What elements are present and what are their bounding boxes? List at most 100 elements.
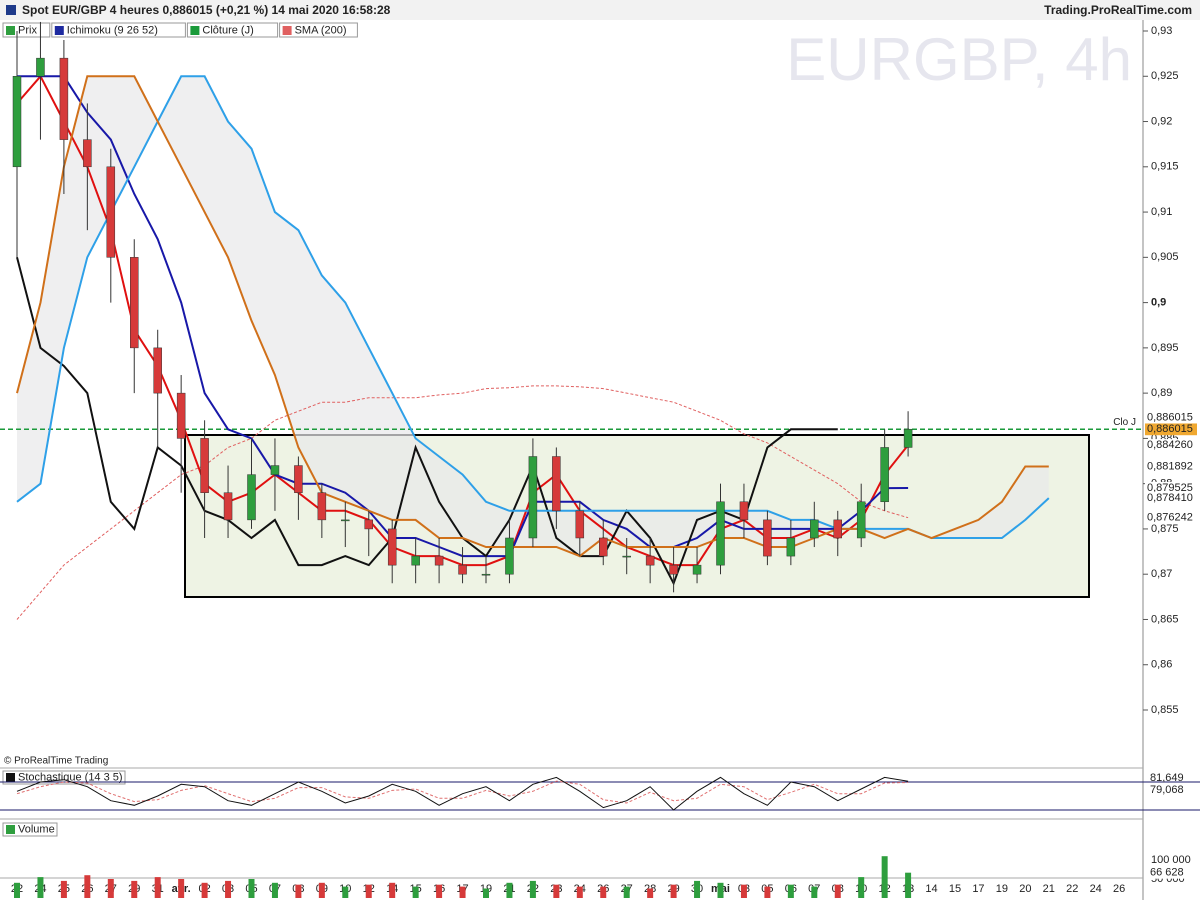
line	[16, 257, 838, 586]
x-tick-label: 15	[949, 883, 961, 895]
volume-bar	[811, 886, 818, 898]
legend-swatch	[190, 26, 200, 35]
volume-bar	[529, 880, 536, 898]
price-tag	[1145, 423, 1197, 436]
volume-bar	[764, 886, 771, 898]
candle-body	[387, 528, 397, 566]
price-tag-label: 0,878410	[1147, 492, 1193, 504]
y-tick-label: 0,9	[1151, 297, 1166, 309]
volume-bar	[436, 884, 443, 898]
stoch-tag: 79,068	[1150, 784, 1184, 796]
cloud	[17, 76, 1049, 557]
candle-body	[786, 537, 796, 557]
candle-body	[716, 501, 725, 566]
copyright: © ProRealTime Trading	[4, 756, 108, 767]
candle-body	[176, 392, 186, 439]
y-tick-label: 0,925	[1151, 70, 1179, 82]
x-tick-label: 21	[1043, 883, 1055, 895]
y-tick-label: 0,86	[1151, 659, 1172, 671]
price-tag-label: 0,881892	[1147, 460, 1193, 472]
panel-label: Volume	[18, 823, 55, 835]
y-tick-label: 0,875	[1151, 523, 1179, 535]
y-tick-label: 0,915	[1151, 161, 1179, 173]
price-tag	[1145, 439, 1197, 452]
volume-bar	[131, 880, 138, 898]
y-tick-label: 0,855	[1151, 704, 1179, 716]
legend-box	[51, 22, 186, 38]
legend-box	[186, 22, 279, 38]
volume-bar	[154, 877, 161, 898]
y-tick-label: 0,87	[1151, 568, 1172, 580]
price-tag	[1145, 481, 1197, 494]
candle-body	[294, 465, 303, 493]
legend-label: Clôture (J)	[202, 24, 253, 36]
candle-body	[880, 447, 889, 503]
y-tick-label: 0,92	[1151, 115, 1172, 127]
chart-title: Spot EUR/GBP 4 heures 0,886015 (+0,21 %)…	[22, 3, 391, 17]
volume-tag-label: 66 628	[1150, 867, 1184, 879]
candle-body	[411, 555, 420, 566]
candle-body	[200, 438, 209, 493]
candle-body	[505, 537, 514, 575]
volume-bar	[37, 877, 44, 898]
candle-body	[481, 573, 491, 576]
candle-body	[341, 519, 350, 522]
candle-body	[130, 257, 139, 349]
legend-swatch	[282, 26, 292, 35]
x-tick-label: 20	[1019, 883, 1031, 895]
volume-bar	[295, 884, 302, 898]
candle-body	[528, 456, 538, 539]
legend-label: Ichimoku (9 26 52)	[67, 24, 158, 36]
volume-bar	[107, 879, 114, 898]
volume-bar	[740, 884, 747, 898]
volume-bar	[787, 884, 794, 898]
y-tick-label: 0,91	[1151, 206, 1172, 218]
y-tick-label: 0,93	[1151, 25, 1172, 37]
volume-bar	[506, 882, 513, 898]
price-tag	[1145, 411, 1197, 424]
volume-bar	[576, 886, 583, 898]
volume-bar	[858, 877, 865, 898]
x-tick-label: 14	[925, 883, 937, 895]
source: Trading.ProRealTime.com	[1044, 3, 1192, 17]
candle-body	[739, 501, 749, 521]
candle-body	[223, 492, 233, 521]
legend-label: Prix	[18, 24, 37, 36]
legend-swatch	[6, 773, 15, 782]
volume-bar	[881, 856, 888, 898]
panel-label-box	[2, 770, 126, 785]
volume-bar	[412, 886, 419, 898]
volume-bar	[248, 879, 255, 898]
icon	[6, 5, 16, 15]
candle-body	[856, 501, 866, 539]
volume-bar	[905, 872, 912, 898]
line	[16, 780, 909, 804]
volume-bar	[694, 880, 701, 898]
candle-body	[83, 139, 92, 168]
line	[16, 776, 909, 811]
candle-body	[903, 428, 913, 448]
volume-bar	[389, 882, 396, 898]
candle-body	[12, 76, 22, 168]
candle-body	[434, 555, 444, 566]
candle-body	[552, 456, 561, 512]
x-tick-label: 17	[972, 883, 984, 895]
y-tick-label: 0,905	[1151, 251, 1179, 263]
volume-bar	[271, 882, 278, 898]
legend-swatch	[6, 26, 15, 35]
candle-body	[763, 519, 772, 557]
price-tag-label: 0,879525	[1147, 482, 1193, 494]
x-tick-label: 26	[1113, 883, 1125, 895]
candle-body	[669, 564, 678, 575]
legend-label: SMA (200)	[295, 24, 347, 36]
candle-body	[575, 510, 585, 539]
x-tick-label: 22	[1066, 883, 1078, 895]
candle-body	[317, 492, 327, 521]
watermark: EURGBP, 4h	[786, 26, 1132, 93]
volume-bar	[600, 886, 607, 898]
candle-body	[59, 57, 69, 140]
candle-body	[153, 347, 162, 394]
volume-bar	[318, 882, 325, 898]
x-tick-label: 24	[1090, 883, 1102, 895]
legend: Prix Ichimoku (9 26 52) Clôture (J) SMA (20…	[2, 22, 358, 38]
